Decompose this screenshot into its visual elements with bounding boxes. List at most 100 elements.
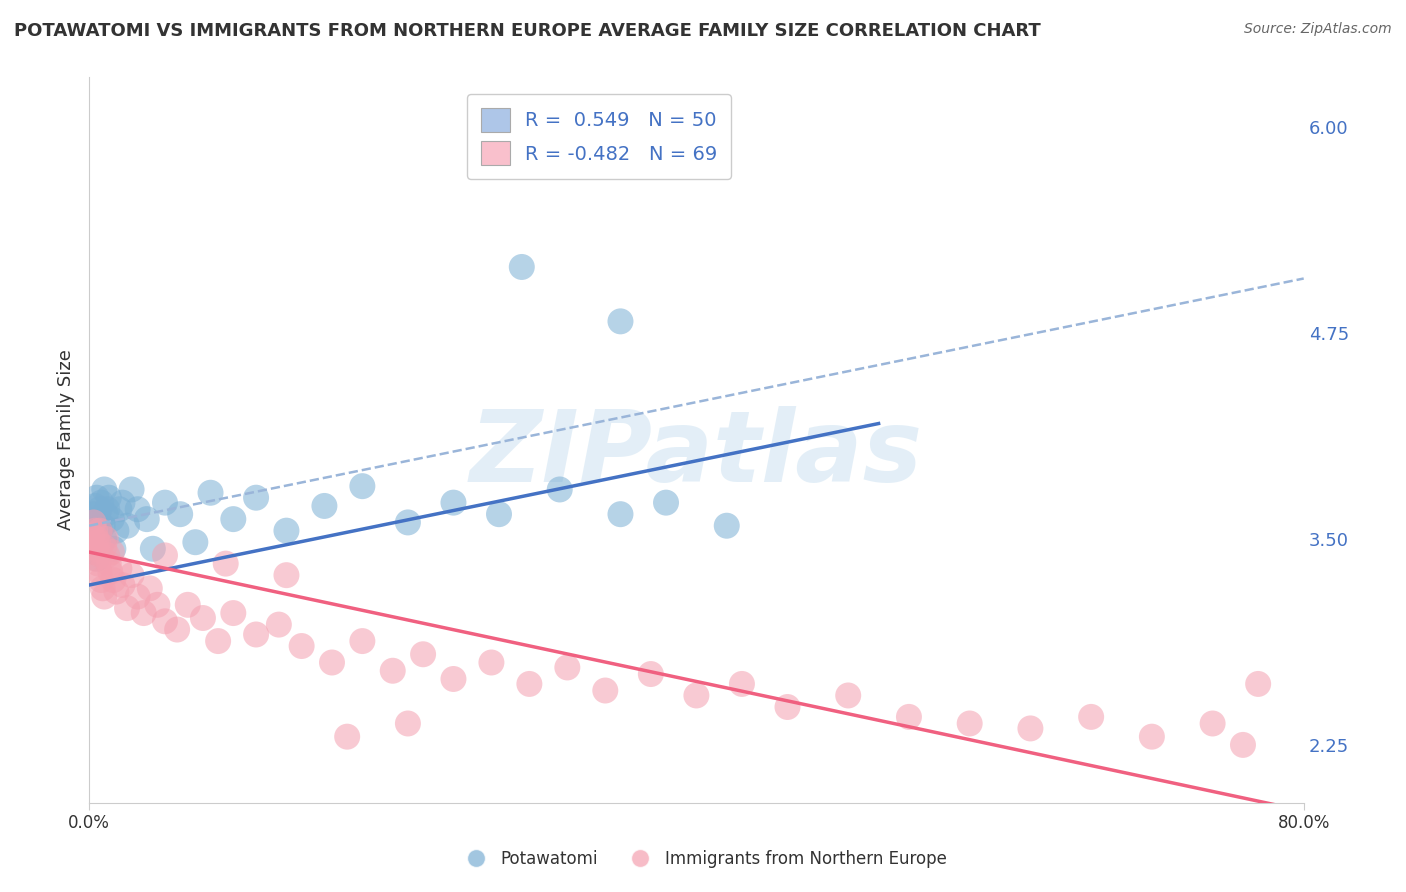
- Point: [291, 639, 314, 653]
- Point: [86, 541, 108, 556]
- Point: [245, 491, 267, 505]
- Point: [115, 601, 138, 615]
- Point: [396, 716, 419, 731]
- Point: [557, 660, 579, 674]
- Point: [93, 532, 115, 546]
- Point: [83, 528, 105, 542]
- Point: [82, 524, 104, 538]
- Point: [89, 565, 111, 579]
- Point: [1201, 716, 1223, 731]
- Point: [94, 507, 117, 521]
- Point: [314, 499, 336, 513]
- Point: [519, 677, 541, 691]
- Point: [146, 598, 169, 612]
- Point: [93, 483, 115, 497]
- Point: [776, 700, 799, 714]
- Point: [96, 502, 118, 516]
- Point: [101, 512, 124, 526]
- Point: [84, 524, 107, 538]
- Point: [84, 551, 107, 566]
- Point: [121, 483, 143, 497]
- Point: [222, 512, 245, 526]
- Point: [184, 535, 207, 549]
- Point: [1247, 677, 1270, 691]
- Point: [121, 568, 143, 582]
- Point: [103, 541, 125, 556]
- Point: [105, 524, 128, 538]
- Point: [86, 532, 108, 546]
- Point: [84, 499, 107, 513]
- Point: [640, 667, 662, 681]
- Point: [412, 647, 434, 661]
- Point: [142, 541, 165, 556]
- Point: [191, 611, 214, 625]
- Point: [94, 532, 117, 546]
- Point: [276, 568, 298, 582]
- Point: [207, 634, 229, 648]
- Point: [169, 507, 191, 521]
- Point: [86, 491, 108, 505]
- Point: [101, 545, 124, 559]
- Point: [98, 565, 121, 579]
- Point: [595, 683, 617, 698]
- Point: [97, 491, 120, 505]
- Point: [89, 502, 111, 516]
- Point: [1140, 730, 1163, 744]
- Point: [336, 730, 359, 744]
- Point: [352, 634, 374, 648]
- Point: [115, 518, 138, 533]
- Point: [83, 535, 105, 549]
- Point: [276, 524, 298, 538]
- Point: [87, 535, 110, 549]
- Point: [609, 507, 631, 521]
- Point: [127, 502, 149, 516]
- Point: [83, 507, 105, 521]
- Point: [87, 512, 110, 526]
- Point: [84, 545, 107, 559]
- Point: [91, 518, 114, 533]
- Point: [86, 551, 108, 566]
- Point: [111, 496, 134, 510]
- Point: [959, 716, 981, 731]
- Point: [105, 584, 128, 599]
- Point: [82, 516, 104, 530]
- Point: [1232, 738, 1254, 752]
- Point: [837, 689, 859, 703]
- Point: [90, 496, 112, 510]
- Point: [93, 540, 115, 554]
- Point: [132, 606, 155, 620]
- Point: [153, 496, 176, 510]
- Point: [177, 598, 200, 612]
- Point: [82, 540, 104, 554]
- Point: [96, 549, 118, 563]
- Y-axis label: Average Family Size: Average Family Size: [58, 350, 75, 531]
- Point: [443, 496, 465, 510]
- Point: [731, 677, 754, 691]
- Point: [127, 590, 149, 604]
- Point: [1080, 710, 1102, 724]
- Point: [103, 573, 125, 587]
- Text: ZIPatlas: ZIPatlas: [470, 406, 922, 503]
- Point: [548, 483, 571, 497]
- Point: [83, 545, 105, 559]
- Point: [153, 615, 176, 629]
- Point: [609, 314, 631, 328]
- Point: [153, 549, 176, 563]
- Point: [716, 518, 738, 533]
- Point: [685, 689, 707, 703]
- Legend: Potawatomi, Immigrants from Northern Europe: Potawatomi, Immigrants from Northern Eur…: [453, 844, 953, 875]
- Point: [135, 512, 157, 526]
- Point: [82, 528, 104, 542]
- Point: [83, 516, 105, 530]
- Point: [93, 590, 115, 604]
- Point: [87, 557, 110, 571]
- Point: [89, 524, 111, 538]
- Point: [79, 535, 101, 549]
- Point: [488, 507, 510, 521]
- Point: [90, 549, 112, 563]
- Point: [655, 496, 678, 510]
- Point: [321, 656, 343, 670]
- Point: [79, 540, 101, 554]
- Legend: R =  0.549   N = 50, R = -0.482   N = 69: R = 0.549 N = 50, R = -0.482 N = 69: [467, 95, 731, 178]
- Point: [111, 578, 134, 592]
